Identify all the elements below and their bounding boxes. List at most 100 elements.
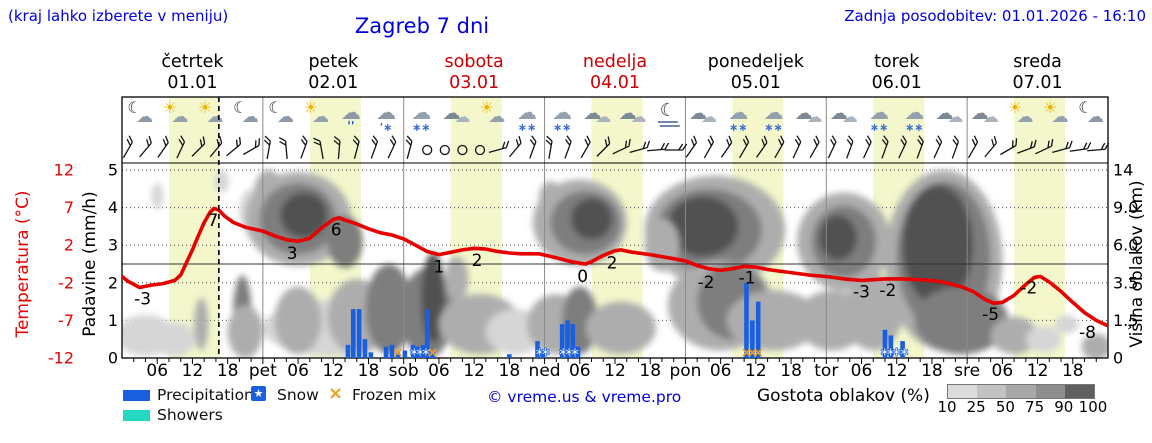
barb-shaft [933,141,943,159]
weather-icon-cloud: ☁☁ [619,103,647,126]
day-date-label: 01.01 [167,73,217,93]
precip-bar [424,309,430,358]
wind-barb-icon [846,135,854,159]
temperature-value-label: -2 [1020,279,1037,299]
cloud-blob [365,264,413,355]
barb-shaft [898,141,907,159]
cloud-blob [819,215,857,261]
weather-icon-moon-cloud: ☾☁ [1078,98,1104,127]
precip-bar [430,352,435,358]
weather-icon-cloud: ☁☁ [971,103,999,126]
barb-feather [664,142,670,150]
copyright-link[interactable]: © vreme.us & vreme.pro [487,388,682,406]
barb-shaft [1087,148,1106,152]
cloud-blob [1025,326,1062,353]
precip-bar [744,282,749,358]
barb-feather [763,135,768,143]
snow-marker-icon: ∗ [891,345,902,360]
day-name-label: nedelja [583,52,647,72]
barb-feather [148,136,152,144]
precip-axis-title: Padavine (mm/h) [80,191,100,336]
wind-barb-icon [508,136,522,158]
weather-icon-sun-cloud: ☀☁ [163,98,189,127]
cloud-icon: ☁ [312,107,329,127]
barb-shaft [846,141,854,159]
barb-feather [146,139,150,147]
barb-feather [846,139,852,146]
barb-shaft [862,141,872,159]
weather-icon-cloud: ☁☁ [795,103,823,126]
x-hour-label: 18 [780,361,802,381]
wind-barb-icon [263,135,271,159]
cloud-icon: ☁ [619,103,637,124]
barb-feather [883,135,889,142]
barb-feather [165,135,169,143]
weather-icon-cloud: ☁☁ [830,103,858,126]
temperature-value-label: 6 [331,221,342,241]
barb-shaft [529,141,537,159]
barb-feather [391,135,397,143]
barb-feather [1104,142,1110,150]
cloud-icon: ☁ [552,100,572,124]
barb-feather [761,138,766,147]
precip-bar [540,350,546,358]
barb-feather [991,139,995,147]
barb-feather [794,138,800,146]
precipitation-swatch [123,390,150,401]
barb-feather [678,143,684,151]
barb-feather [333,136,341,142]
wind-barb-icon [333,136,341,160]
barb-feather [726,138,730,147]
weather-icon-cloud: ☁☁ [583,103,611,126]
moon-icon: ☾ [233,98,247,117]
cloud-density-scale [947,384,1095,399]
snow-flakes-icon: ∗∗ [870,121,888,134]
temperature-line [122,206,1108,328]
menu-hint: (kraj lahko izberete v meniju) [8,7,229,25]
temperature-value-label: 1 [434,257,445,277]
barb-shaft [370,141,379,159]
wind-barb-icon [545,135,553,159]
x-hour-label: 18 [1062,361,1084,381]
weather-icon-cloud-snow: ☁∗∗ [869,100,889,134]
wind-barb-icon [1017,139,1037,154]
cloud-icon: ☁ [443,103,461,124]
cloud-density-label: Gostota oblakov (%) [757,386,930,406]
temp-axis-tick: 2 [64,236,74,255]
barb-feather [371,139,377,146]
barb-feather [952,139,958,146]
temp-axis-tick: 7 [64,198,74,217]
wind-barb-icon [300,135,308,159]
precip-axis-tick: 2 [108,273,118,292]
cloud-blob [1055,314,1079,334]
barb-feather [566,135,572,142]
barb-feather [180,135,186,143]
cloud-blob [990,316,1038,355]
barb-feather [531,135,537,142]
wind-barb-icon [881,135,889,159]
barb-feather [815,135,820,143]
barb-feather [628,138,631,147]
weather-icon-cloud-snow: ☁∗∗ [728,100,748,134]
cloud-icon: ☁ [830,103,848,124]
temperature-value-label: -8 [1079,323,1096,343]
barb-feather [1050,138,1054,147]
density-scale-tick: 10 [937,398,957,416]
snow-flakes-icon: ∗∗ [905,121,923,134]
cloud-icon: ☁ [631,107,647,126]
wind-barb-icon [488,140,510,153]
wind-barb-icon [387,135,397,159]
barb-shaft [176,141,186,159]
barb-feather [1083,142,1088,150]
day-date-label: 04.01 [590,73,640,93]
barb-shaft [809,141,820,159]
cloud-icon: ☁ [1016,107,1033,127]
barb-feather [607,136,611,144]
cloud-icon: ☁ [341,100,361,124]
barb-feather [518,136,522,144]
precip-bar [402,350,408,358]
cloud-icon: ☁ [936,103,954,124]
barb-feather [389,138,395,146]
snow-flakes-icon: ∗∗ [412,121,430,134]
